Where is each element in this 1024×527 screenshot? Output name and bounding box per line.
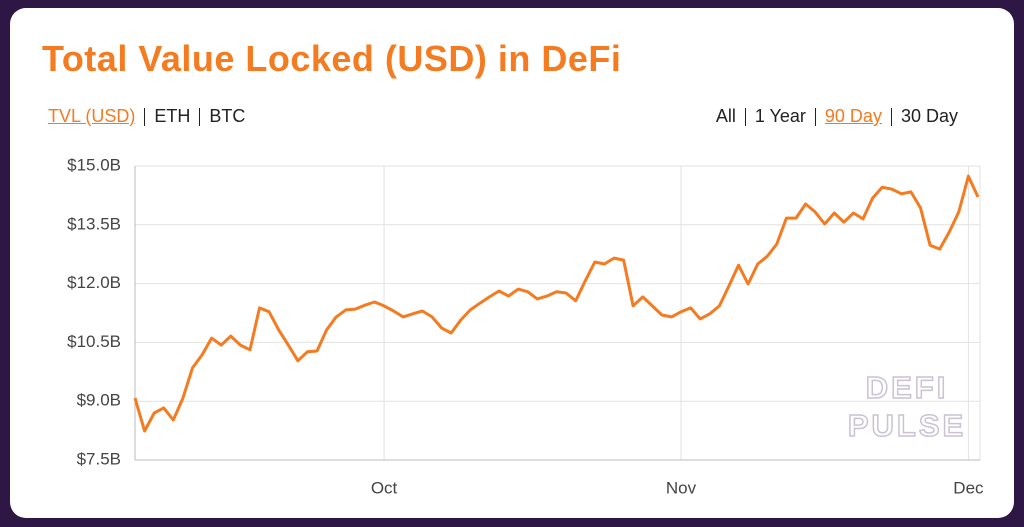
toggle[interactable]: 30 Day bbox=[900, 106, 958, 126]
y-tick-label: $7.5B bbox=[77, 449, 121, 468]
y-tick-label: $15.0B bbox=[67, 155, 121, 174]
toggle[interactable]: TVL (USD) bbox=[48, 106, 136, 126]
toggle[interactable]: BTC bbox=[209, 106, 246, 126]
y-tick-label: $9.0B bbox=[77, 391, 121, 410]
separator bbox=[144, 107, 146, 126]
y-tick-label: $13.5B bbox=[67, 214, 121, 233]
y-tick-label: $12.0B bbox=[67, 273, 121, 292]
separator bbox=[890, 107, 892, 126]
toggle[interactable]: ETH bbox=[154, 106, 191, 126]
y-tick-label: $10.5B bbox=[67, 332, 121, 351]
x-tick-label: Oct bbox=[371, 478, 398, 497]
watermark: PULSE bbox=[848, 408, 966, 443]
line bbox=[133, 174, 980, 433]
toggle[interactable]: 90 Day bbox=[824, 106, 882, 126]
separator bbox=[199, 107, 201, 126]
toggle[interactable]: 1 Year bbox=[754, 106, 806, 126]
x-tick-label: Nov bbox=[666, 478, 697, 497]
separator bbox=[744, 107, 746, 126]
unit-toggles: TVL (USD) ETH BTC bbox=[48, 106, 245, 127]
card: Total Value Locked (USD) in DeFi TVL (US… bbox=[10, 8, 1014, 518]
separator bbox=[814, 107, 816, 126]
x-tick-label: Dec bbox=[953, 478, 984, 497]
range-toggles: All 1 Year 90 Day 30 Day bbox=[716, 106, 958, 127]
toggle[interactable]: All bbox=[715, 106, 736, 126]
title: Total Value Locked (USD) in DeFi bbox=[42, 38, 622, 79]
watermark: DEFI bbox=[866, 370, 949, 405]
